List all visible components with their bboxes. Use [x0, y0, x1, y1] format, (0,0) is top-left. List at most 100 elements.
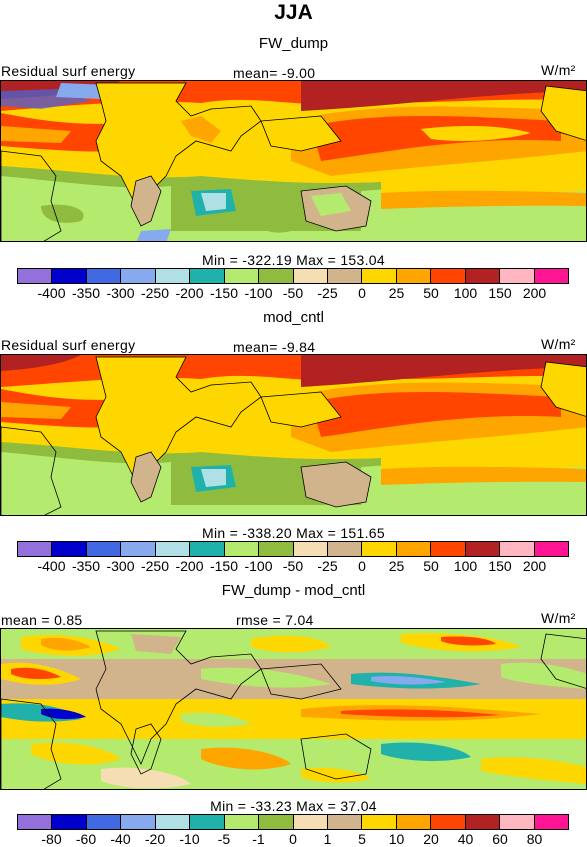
colorbar-tick-label: -200 [175, 285, 204, 301]
panel1-colorbar-ticks: -400 -350 -300 -250 -200 -150 -100 -50 -25 0 25 50 1… [0, 285, 587, 301]
colorbar-swatch [293, 269, 328, 283]
colorbar-tick-label: -60 [75, 831, 97, 847]
colorbar-swatch [465, 815, 501, 829]
panel2-mean-label: mean= -9.84 [233, 339, 316, 355]
colorbar-tick-label: 20 [423, 831, 439, 847]
panel1-units: W/m² [541, 62, 576, 78]
colorbar-tick-label: 0 [289, 831, 297, 847]
panel3-rmse-label: rmse = 7.04 [236, 612, 314, 628]
colorbar-tick-label: 40 [457, 831, 474, 847]
panel2-title: mod_cntl [263, 309, 324, 326]
colorbar-swatch [190, 815, 225, 829]
colorbar-swatch [121, 542, 156, 556]
colorbar-tick-label: 150 [488, 558, 512, 574]
colorbar-tick-label: -200 [175, 558, 204, 574]
colorbar-tick-label: 1 [323, 831, 332, 847]
colorbar-swatch [327, 269, 363, 283]
colorbar-tick-label: 50 [423, 285, 439, 301]
colorbar-tick-label: -300 [106, 285, 135, 301]
colorbar-tick-label: -150 [209, 558, 239, 574]
colorbar-swatch [500, 815, 535, 829]
colorbar-swatch [500, 542, 535, 556]
colorbar-swatch [155, 542, 191, 556]
colorbar-swatch [224, 542, 260, 556]
colorbar-swatch [190, 542, 225, 556]
colorbar-swatch [224, 815, 260, 829]
page-title: JJA [274, 1, 313, 24]
panel1-colorbar [17, 268, 569, 284]
panel2-left-label: Residual surf energy [1, 337, 136, 353]
colorbar-tick-label: -50 [282, 558, 304, 574]
colorbar-swatch [396, 815, 432, 829]
colorbar-tick-label: 60 [492, 831, 508, 847]
panel3-units: W/m² [541, 610, 576, 626]
colorbar-swatch [431, 542, 466, 556]
panel3-minmax: Min = -33.23 Max = 37.04 [210, 798, 377, 814]
colorbar-tick-label: -25 [317, 558, 338, 574]
panel1-mean-label: mean= -9.00 [233, 65, 316, 81]
colorbar-tick-label: -350 [71, 285, 101, 301]
colorbar-tick-label: 150 [488, 285, 512, 301]
panel1-map [0, 80, 587, 242]
colorbar-tick-label: 50 [423, 558, 439, 574]
colorbar-swatch [190, 269, 225, 283]
colorbar-tick-label: 25 [388, 558, 405, 574]
panel3-colorbar [17, 814, 569, 830]
colorbar-swatch [224, 269, 260, 283]
colorbar-swatch [259, 542, 294, 556]
colorbar-tick-label: 25 [388, 285, 405, 301]
colorbar-tick-label: -150 [209, 285, 239, 301]
colorbar-swatch [534, 542, 568, 556]
colorbar-swatch [52, 815, 87, 829]
colorbar-tick-label: 200 [522, 285, 547, 301]
colorbar-tick-label: -250 [140, 285, 170, 301]
colorbar-swatch [86, 542, 122, 556]
colorbar-tick-label: -300 [106, 558, 135, 574]
colorbar-tick-label: -50 [282, 285, 304, 301]
panel3-colorbar-ticks: -80 -60 -40 -20 -10 -5 -1 0 1 5 10 20 40 60 80 [0, 831, 587, 847]
panel2-units: W/m² [541, 336, 576, 352]
colorbar-tick-label: 0 [358, 558, 366, 574]
colorbar-tick-label: -250 [140, 558, 170, 574]
colorbar-swatch [52, 269, 87, 283]
colorbar-tick-label: -100 [244, 558, 273, 574]
colorbar-swatch [362, 542, 397, 556]
colorbar-tick-label: -5 [217, 831, 231, 847]
colorbar-swatch [293, 815, 328, 829]
colorbar-swatch [534, 815, 568, 829]
colorbar-swatch [121, 269, 156, 283]
colorbar-tick-label: -40 [110, 831, 131, 847]
colorbar-tick-label: -100 [244, 285, 273, 301]
colorbar-tick-label: 5 [358, 831, 366, 847]
colorbar-swatch [293, 542, 328, 556]
colorbar-tick-label: -350 [71, 558, 101, 574]
panel1-left-label: Residual surf energy [1, 63, 136, 79]
panel2-map [0, 354, 587, 516]
colorbar-swatch [362, 815, 397, 829]
colorbar-tick-label: 0 [358, 285, 366, 301]
colorbar-swatch [396, 542, 432, 556]
colorbar-swatch [431, 815, 466, 829]
colorbar-swatch [18, 815, 53, 829]
colorbar-swatch [465, 542, 501, 556]
colorbar-swatch [431, 269, 466, 283]
panel1-title: FW_dump [258, 35, 329, 52]
colorbar-swatch [18, 542, 53, 556]
panel2-colorbar [17, 541, 569, 557]
colorbar-swatch [259, 815, 294, 829]
colorbar-swatch [534, 269, 568, 283]
colorbar-tick-label: 100 [453, 285, 478, 301]
colorbar-tick-label: 10 [388, 831, 405, 847]
panel3-mean-label: mean = 0.85 [1, 612, 83, 628]
panel2-minmax: Min = -338.20 Max = 151.65 [202, 525, 385, 541]
panel1-minmax: Min = -322.19 Max = 153.04 [202, 252, 385, 268]
colorbar-swatch [52, 542, 87, 556]
colorbar-tick-label: 200 [522, 558, 547, 574]
colorbar-swatch [259, 269, 294, 283]
colorbar-tick-label: -25 [317, 285, 338, 301]
colorbar-tick-label: -20 [144, 831, 166, 847]
colorbar-tick-label: -1 [252, 831, 265, 847]
panel3-map [0, 628, 587, 790]
colorbar-tick-label: -10 [179, 831, 200, 847]
colorbar-swatch [86, 815, 122, 829]
